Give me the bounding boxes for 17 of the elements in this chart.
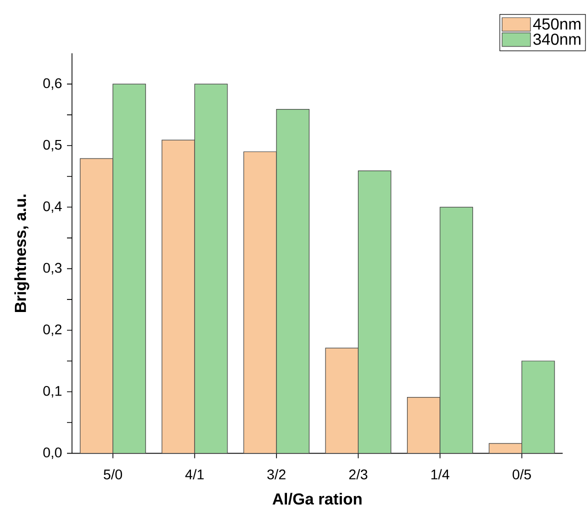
- y-tick-label: 0,0: [43, 448, 62, 460]
- y-tick-label: 0,4: [43, 201, 62, 213]
- legend-label: 340nm: [533, 34, 580, 45]
- x-tick-label: 1/4: [431, 469, 450, 480]
- y-axis-title: Brightness, a.u.: [14, 194, 30, 312]
- y-tick-label: 0,3: [43, 262, 62, 274]
- y-tick-label: 0,6: [43, 78, 62, 90]
- legend-label: 450nm: [533, 18, 580, 30]
- x-axis-title: Al/Ga ration: [272, 492, 362, 505]
- y-tick-label: 0,1: [43, 386, 62, 398]
- y-tick-label: 0,5: [43, 140, 62, 152]
- x-tick-label: 5/0: [104, 469, 122, 480]
- y-tick-label: 0,2: [43, 324, 62, 336]
- x-tick-label: 3/2: [267, 469, 286, 480]
- x-tick-label: 4/1: [185, 469, 204, 480]
- x-tick-label: 0/5: [512, 469, 531, 480]
- x-tick-label: 2/3: [349, 469, 368, 480]
